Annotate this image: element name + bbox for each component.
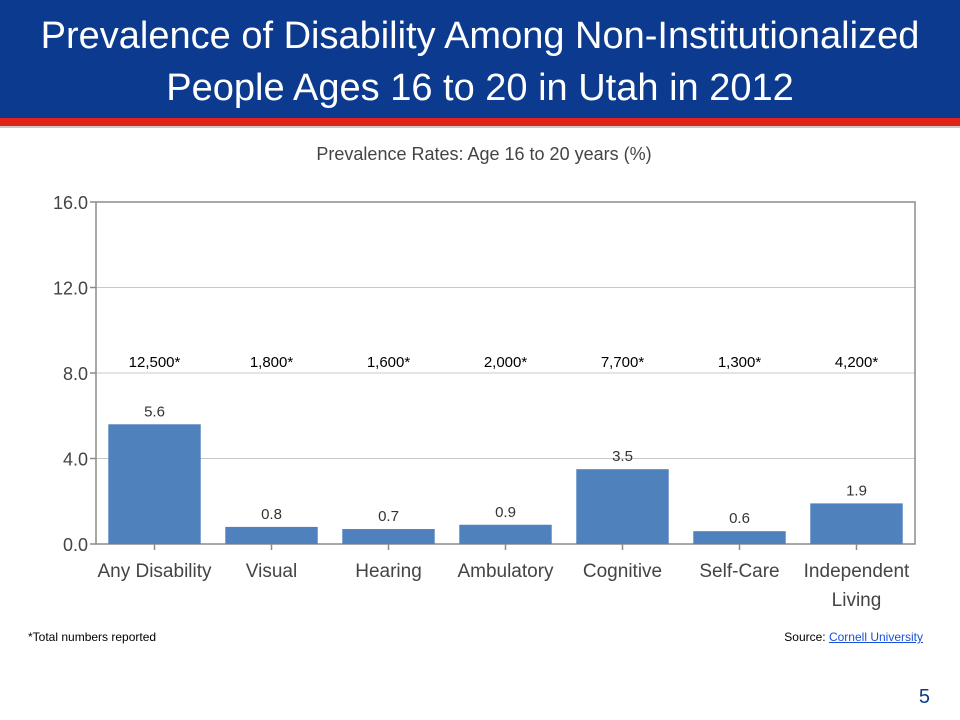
total-label: 1,600*	[367, 354, 411, 371]
data-label: 3.5	[612, 448, 633, 465]
data-labels: 5.6 0.8 0.7 0.9 3.5 0.6 1.9	[144, 403, 867, 527]
totals: 12,500* 1,800* 1,600* 2,000* 7,700* 1,300* 4,2…	[129, 354, 879, 371]
slide-title: Prevalence of Disability Among Non-Insti…	[0, 10, 960, 114]
bar	[342, 529, 435, 544]
bar	[810, 503, 903, 544]
total-label: 7,700*	[601, 354, 645, 371]
source-link[interactable]: Cornell University	[828, 630, 923, 644]
bar	[225, 526, 318, 544]
source-label: Source:	[784, 630, 826, 644]
slide-title-line2: People Ages 16 to 20 in Utah in 2012	[166, 67, 794, 109]
divider	[0, 126, 960, 128]
x-tick-label: Any Disability	[97, 561, 212, 582]
data-label: 5.6	[144, 403, 165, 420]
bars	[108, 424, 903, 544]
bar	[108, 424, 201, 544]
total-label: 1,300*	[718, 354, 762, 371]
x-tick-label: Ambulatory	[457, 561, 554, 582]
y-tick-label: 4.0	[63, 450, 88, 470]
accent-stripe	[0, 118, 960, 126]
data-label: 0.7	[378, 508, 399, 525]
x-tick-label: Self-Care	[699, 561, 779, 582]
chart-title: Prevalence Rates: Age 16 to 20 years (%)	[316, 144, 651, 164]
page-number: 5	[918, 686, 930, 708]
total-label: 12,500*	[129, 354, 181, 371]
y-axis: 0.0 4.0 8.0 12.0 16.0	[53, 193, 96, 555]
title-band: Prevalence of Disability Among Non-Insti…	[0, 0, 960, 118]
x-tick-label: Cognitive	[583, 561, 662, 582]
x-tick-label: Independent	[804, 561, 910, 582]
x-tick-label: Living	[832, 590, 882, 611]
bar	[693, 531, 786, 544]
gridlines	[96, 201, 915, 545]
bar-chart: Prevalence Rates: Age 16 to 20 years (%)…	[53, 144, 916, 611]
y-tick-label: 16.0	[53, 193, 88, 213]
bar	[576, 469, 669, 544]
data-label: 0.8	[261, 506, 282, 523]
x-tick-label: Hearing	[355, 561, 422, 582]
slide-title-line1: Prevalence of Disability Among Non-Insti…	[40, 15, 920, 57]
data-label: 0.6	[729, 510, 750, 527]
x-axis: Any Disability Visual Hearing Ambulatory Cog…	[97, 544, 910, 611]
data-label: 0.9	[495, 504, 516, 521]
source-note: Source: Cornell University	[784, 630, 923, 644]
x-tick-label: Visual	[246, 561, 297, 582]
y-tick-label: 0.0	[63, 535, 88, 555]
total-label: 4,200*	[835, 354, 879, 371]
bar	[459, 524, 552, 544]
y-tick-label: 8.0	[63, 364, 88, 384]
y-tick-label: 12.0	[53, 279, 88, 299]
data-label: 1.9	[846, 482, 867, 499]
footnote: *Total numbers reported	[28, 630, 157, 644]
total-label: 2,000*	[484, 354, 528, 371]
total-label: 1,800*	[250, 354, 294, 371]
